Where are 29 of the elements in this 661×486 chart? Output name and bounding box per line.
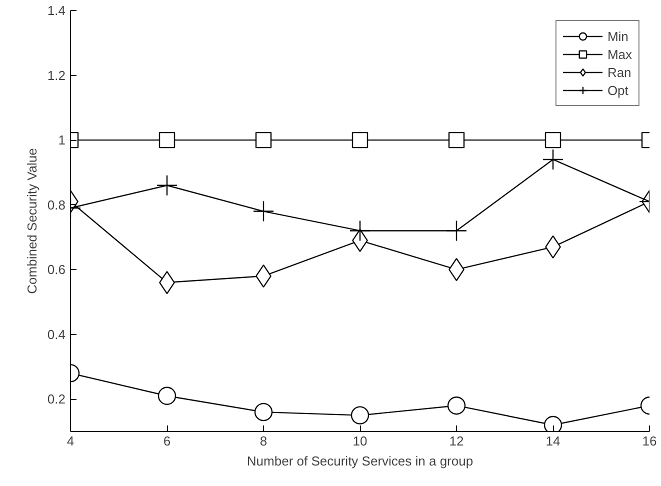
point	[252, 200, 274, 222]
legend-label: Opt	[607, 82, 628, 98]
y-tick-label: 1.4	[47, 3, 66, 18]
legend-label: Max	[607, 46, 632, 62]
y-tick-label: 0.6	[47, 262, 66, 278]
x-tick-label: 8	[260, 434, 268, 448]
y-tick-label: 0.8	[47, 197, 66, 212]
point	[350, 406, 370, 424]
point	[448, 132, 465, 148]
y-tick-label: 1	[58, 132, 66, 148]
x-tick-label: 6	[163, 434, 171, 448]
point	[446, 220, 468, 242]
point	[255, 132, 272, 148]
x-tick-label: 14	[546, 434, 560, 448]
point	[254, 402, 273, 422]
point	[447, 396, 466, 415]
point	[349, 220, 371, 242]
y-axis-title: Combined Security Value	[24, 148, 40, 294]
y-tick-label: 0.2	[47, 392, 66, 407]
y-tick-label: 1.2	[47, 68, 66, 83]
x-tick-label: 12	[449, 434, 464, 448]
legend-label: Ran	[607, 64, 632, 80]
legend-label: Min	[607, 28, 628, 44]
x-tick-label: 10	[352, 434, 368, 448]
point	[352, 132, 368, 148]
x-axis-title: Number of Security Services in a group	[246, 454, 474, 468]
x-tick-label: 4	[66, 434, 74, 448]
y-tick-label: 0.4	[47, 326, 66, 342]
x-tick-label: 16	[642, 434, 657, 448]
